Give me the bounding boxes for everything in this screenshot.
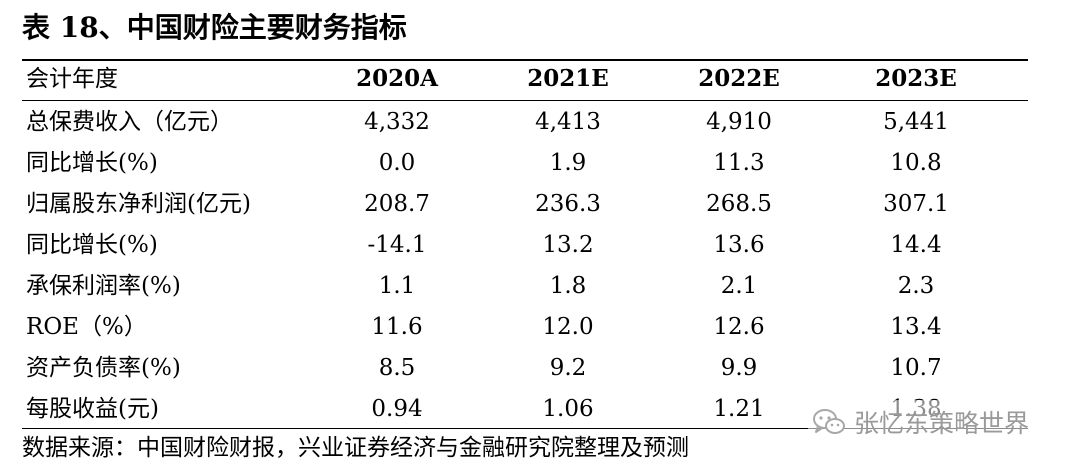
- header-label: 会计年度: [26, 66, 118, 92]
- cell-value: 9.9: [720, 355, 758, 381]
- row-label: 资产负债率(%): [26, 355, 181, 381]
- header-col-2020a: 2020A: [356, 65, 438, 92]
- cell-value: 0.0: [378, 150, 416, 176]
- table-row: 资产负债率(%) 8.5 9.2 9.9 10.7: [22, 348, 1028, 388]
- bottom-rule: [22, 428, 1028, 429]
- cell-value: 10.7: [890, 355, 942, 381]
- cell-value: 13.4: [890, 314, 942, 340]
- table-row: 总保费收入（亿元） 4,332 4,413 4,910 5,441: [22, 102, 1028, 142]
- cell-value: 4,413: [535, 109, 601, 135]
- cell-value: -14.1: [367, 232, 427, 258]
- table-header-row: 会计年度 2020A 2021E 2022E 2023E: [22, 59, 1028, 99]
- cell-value: 12.0: [542, 314, 594, 340]
- cell-value: 8.5: [378, 355, 416, 381]
- cell-value: 13.6: [713, 232, 765, 258]
- cell-value: 10.8: [890, 150, 942, 176]
- cell-value: 0.94: [371, 396, 423, 422]
- cell-value: 9.2: [549, 355, 587, 381]
- table-row: 同比增长(%) 0.0 1.9 11.3 10.8: [22, 143, 1028, 183]
- row-label: 承保利润率(%): [26, 273, 181, 299]
- cell-value: 1.8: [549, 273, 587, 299]
- cell-value: 2.3: [897, 273, 935, 299]
- watermark: 张忆东策略世界: [808, 400, 1034, 444]
- row-label: 同比增长(%): [26, 232, 158, 258]
- cell-value: 4,910: [706, 109, 772, 135]
- cell-value: 5,441: [883, 109, 949, 135]
- table-row: ROE（%） 11.6 12.0 12.6 13.4: [22, 307, 1028, 347]
- cell-value: 1.21: [713, 396, 765, 422]
- header-col-2022e: 2022E: [698, 65, 780, 92]
- table-row: 同比增长(%) -14.1 13.2 13.6 14.4: [22, 225, 1028, 265]
- cell-value: 1.9: [549, 150, 587, 176]
- watermark-text: 张忆东策略世界: [854, 409, 1030, 438]
- cell-value: 11.6: [371, 314, 423, 340]
- cell-value: 12.6: [713, 314, 765, 340]
- cell-value: 307.1: [883, 191, 949, 217]
- header-col-2021e: 2021E: [527, 65, 609, 92]
- cell-value: 208.7: [364, 191, 430, 217]
- cell-value: 236.3: [535, 191, 601, 217]
- cell-value: 14.4: [890, 232, 942, 258]
- wechat-icon: [813, 409, 845, 434]
- cell-value: 1.06: [542, 396, 594, 422]
- row-label: 归属股东净利润(亿元): [26, 191, 251, 217]
- header-rule: [22, 100, 1028, 101]
- row-label: 总保费收入（亿元）: [26, 109, 233, 135]
- table-row: 归属股东净利润(亿元) 208.7 236.3 268.5 307.1: [22, 184, 1028, 224]
- cell-value: 11.3: [713, 150, 765, 176]
- cell-value: 4,332: [364, 109, 430, 135]
- header-col-2023e: 2023E: [875, 65, 957, 92]
- source-note: 数据来源：中国财险财报，兴业证券经济与金融研究院整理及预测: [22, 435, 689, 461]
- row-label: 每股收益(元): [26, 396, 159, 422]
- row-label: ROE（%）: [26, 314, 147, 340]
- cell-value: 1.1: [378, 273, 416, 299]
- row-label: 同比增长(%): [26, 150, 158, 176]
- top-rule: [22, 59, 1028, 61]
- table-title: 表 18、中国财险主要财务指标: [22, 11, 407, 44]
- cell-value: 268.5: [706, 191, 772, 217]
- cell-value: 13.2: [542, 232, 594, 258]
- table-row: 承保利润率(%) 1.1 1.8 2.1 2.3: [22, 266, 1028, 306]
- cell-value: 2.1: [720, 273, 758, 299]
